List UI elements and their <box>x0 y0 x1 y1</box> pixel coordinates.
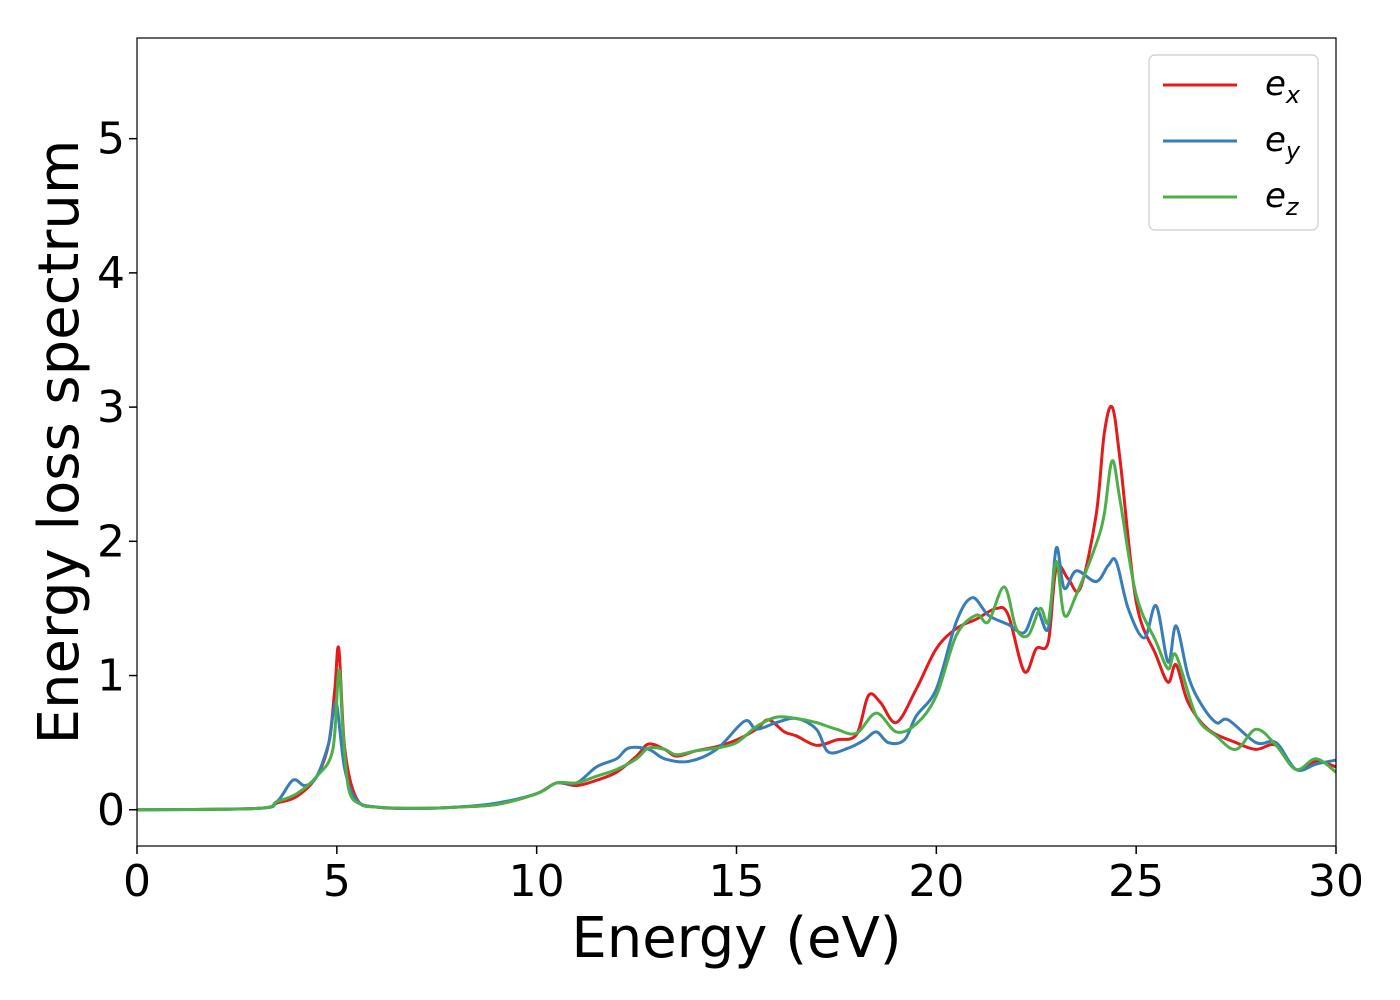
x-tick-label: 20 <box>908 856 964 907</box>
x-tick-label: 0 <box>123 856 151 907</box>
legend-label: ex <box>1265 64 1301 109</box>
legend: ex ey ez <box>1148 54 1319 231</box>
legend-label: ey <box>1265 120 1301 165</box>
series-line-e-z <box>137 459 1336 812</box>
x-tick-label: 10 <box>509 856 565 907</box>
series-layer <box>137 404 1336 812</box>
y-tick-label: 3 <box>97 382 125 433</box>
ticks-layer: 0 5 10 15 20 25 30 0 1 2 3 4 5 <box>97 114 1364 907</box>
y-tick-label: 4 <box>97 248 125 299</box>
x-axis-title: Energy (eV) <box>571 906 901 971</box>
y-axis-title: Energy loss spectrum <box>27 140 92 745</box>
legend-label: ez <box>1265 176 1300 221</box>
x-tick-label: 25 <box>1108 856 1164 907</box>
y-tick-label: 0 <box>97 785 125 836</box>
x-tick-label: 5 <box>323 856 351 907</box>
y-tick-label: 5 <box>97 114 125 165</box>
x-tick-label: 30 <box>1308 856 1364 907</box>
y-tick-label: 2 <box>97 516 125 567</box>
y-tick-label: 1 <box>97 651 125 702</box>
x-tick-label: 15 <box>709 856 765 907</box>
